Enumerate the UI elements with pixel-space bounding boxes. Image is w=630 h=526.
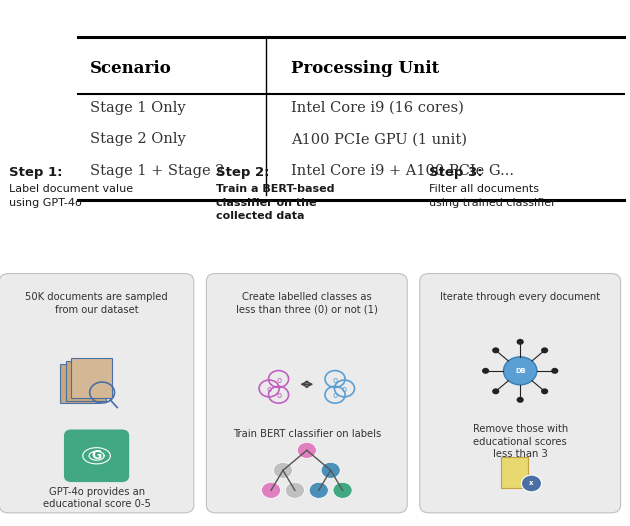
Circle shape [541,388,548,394]
Circle shape [522,475,542,492]
FancyBboxPatch shape [0,274,194,513]
FancyBboxPatch shape [66,361,106,401]
Text: o: o [333,376,338,385]
Text: x: x [529,480,534,487]
Text: o: o [342,385,347,394]
FancyBboxPatch shape [71,359,112,398]
Text: Stage 1 Only: Stage 1 Only [90,101,186,115]
Circle shape [333,482,352,498]
Text: 50K documents are sampled
from our dataset: 50K documents are sampled from our datas… [25,292,168,315]
Text: Intel Core i9 (16 cores): Intel Core i9 (16 cores) [291,101,464,115]
Circle shape [261,482,280,498]
Circle shape [482,368,489,374]
Text: G: G [91,449,101,462]
Text: Step 1:: Step 1: [9,166,62,179]
FancyBboxPatch shape [207,274,407,513]
FancyBboxPatch shape [60,364,100,403]
Text: Iterate through every document: Iterate through every document [440,292,600,302]
Text: DB: DB [515,368,525,374]
Circle shape [297,442,316,458]
Circle shape [551,368,558,374]
Circle shape [273,462,292,478]
Circle shape [517,339,524,345]
Circle shape [285,482,304,498]
Text: Remove those with
educational scores
less than 3: Remove those with educational scores les… [472,424,568,459]
Text: Label document value
using GPT-4o: Label document value using GPT-4o [9,184,133,208]
Circle shape [321,462,340,478]
Text: A100 PCIe GPU (1 unit): A100 PCIe GPU (1 unit) [291,133,467,146]
Text: Stage 2 Only: Stage 2 Only [90,133,186,146]
Circle shape [503,357,537,385]
Text: o: o [266,385,272,394]
Text: o: o [276,391,281,400]
Text: Stage 1 + Stage 2: Stage 1 + Stage 2 [90,164,225,178]
Circle shape [309,482,328,498]
Circle shape [261,482,280,498]
Circle shape [517,397,524,403]
Text: o: o [333,391,338,400]
Text: Step 2:: Step 2: [216,166,269,179]
FancyBboxPatch shape [420,274,621,513]
Text: Processing Unit: Processing Unit [291,60,439,77]
Text: Step 3:: Step 3: [429,166,483,179]
Text: o: o [276,376,281,385]
Text: Train BERT classifier on labels: Train BERT classifier on labels [232,429,381,439]
Circle shape [541,347,548,353]
Text: GPT-4o provides an
educational score 0-5: GPT-4o provides an educational score 0-5 [43,487,151,510]
Circle shape [492,388,500,394]
FancyBboxPatch shape [64,429,129,482]
Circle shape [285,482,304,498]
Text: Intel Core i9 + A100 PCIe G...: Intel Core i9 + A100 PCIe G... [291,164,514,178]
Text: Create labelled classes as
less than three (0) or not (1): Create labelled classes as less than thr… [236,292,378,315]
FancyBboxPatch shape [501,457,529,488]
Text: Train a BERT-based
classifier on the
collected data: Train a BERT-based classifier on the col… [216,184,335,221]
Text: Scenario: Scenario [90,60,172,77]
Text: Filter all documents
using trained classifier: Filter all documents using trained class… [429,184,556,208]
Circle shape [492,347,500,353]
